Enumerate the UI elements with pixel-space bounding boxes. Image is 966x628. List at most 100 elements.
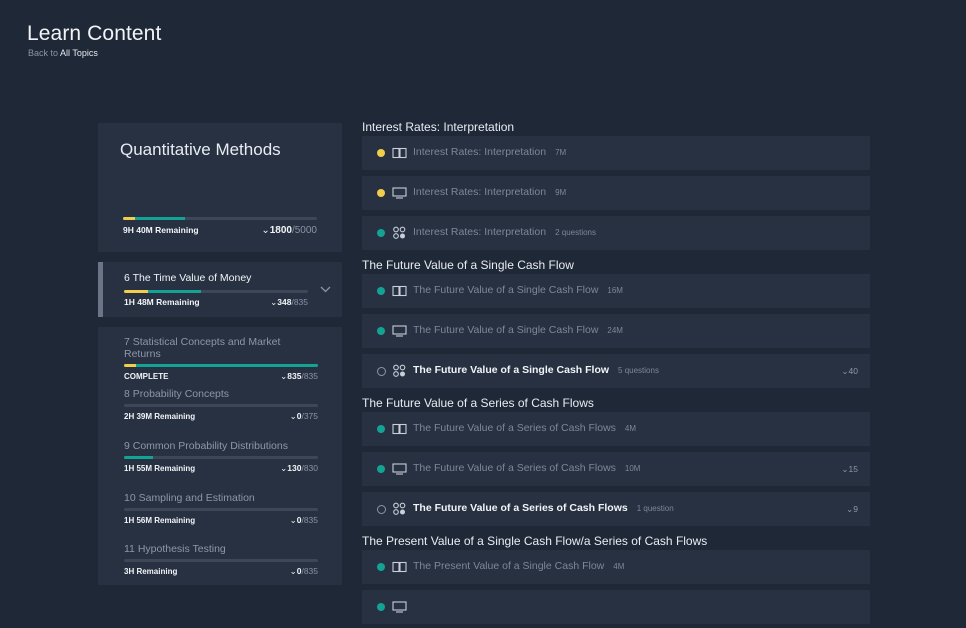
reading-item[interactable]: 8 Probability Concepts 2H 39M Remaining ⌄0… — [124, 388, 318, 422]
reading-item[interactable]: 11 Hypothesis Testing 3H Remaining ⌄0/835 — [124, 543, 318, 577]
reading-status: 1H 55M Remaining — [124, 464, 196, 473]
reading-score-total: /835 — [301, 371, 318, 381]
section: The Present Value of a Single Cash Flow/… — [362, 532, 870, 624]
lesson-row[interactable]: The Future Value of a Single Cash Flow 5 … — [362, 354, 870, 388]
lesson-name: Interest Rates: Interpretation — [413, 146, 547, 158]
score-icon: ⌄ — [289, 411, 297, 421]
reading-score-value: 130 — [287, 463, 302, 473]
reading-progress-bar — [124, 404, 318, 407]
quiz-icon — [393, 502, 406, 515]
breadcrumb: Back to All Topics — [28, 48, 161, 58]
course-title: Quantitative Methods — [120, 140, 281, 159]
reading-title: 10 Sampling and Estimation — [124, 492, 255, 504]
reading-item[interactable]: 7 Statistical Concepts and Market Return… — [124, 336, 318, 382]
lesson-title — [413, 600, 422, 612]
reading-list: 7 Statistical Concepts and Market Return… — [98, 327, 342, 585]
lesson-duration: 2 questions — [555, 228, 596, 237]
course-progress-bar — [123, 217, 317, 220]
active-reading-score-value: 348 — [277, 297, 292, 307]
lesson-duration: 16M — [607, 286, 623, 295]
lesson-row[interactable]: The Future Value of a Series of Cash Flo… — [362, 492, 870, 526]
progress-teal-segment — [135, 364, 318, 367]
section: The Future Value of a Series of Cash Flo… — [362, 394, 870, 526]
score-icon: ⌄ — [280, 371, 288, 381]
status-dot — [377, 189, 385, 197]
lesson-row[interactable]: The Present Value of a Single Cash Flow 4… — [362, 550, 870, 584]
quiz-icon — [393, 226, 406, 239]
lesson-name: The Future Value of a Series of Cash Flo… — [413, 422, 616, 434]
lesson-title: Interest Rates: Interpretation 7M — [413, 146, 566, 158]
section: Interest Rates: Interpretation Interest R… — [362, 118, 870, 250]
lesson-row[interactable]: The Future Value of a Single Cash Flow 16… — [362, 274, 870, 308]
score-icon: ⌄ — [289, 566, 297, 576]
score-icon: ⌄ — [289, 515, 297, 525]
reading-meta: 1H 56M Remaining ⌄0/835 — [124, 515, 318, 526]
active-indicator — [98, 262, 103, 317]
lesson-points: ⌄15 — [841, 464, 858, 475]
reading-score: ⌄0/835 — [290, 515, 318, 526]
active-reading-meta: 1H 48M Remaining ⌄348/835 — [124, 297, 308, 308]
lesson-duration: 4M — [613, 562, 625, 571]
reading-score: ⌄0/375 — [290, 411, 318, 422]
section-title: Interest Rates: Interpretation — [362, 120, 515, 134]
score-icon: ⌄ — [846, 504, 854, 514]
lesson-list: Interest Rates: Interpretation Interest R… — [362, 118, 870, 628]
score-icon: ⌄ — [280, 463, 288, 473]
book-icon — [392, 285, 407, 297]
reading-score-value: 0 — [296, 515, 302, 525]
active-reading-progress-bar — [124, 290, 308, 293]
lesson-title: Interest Rates: Interpretation 9M — [413, 186, 566, 198]
lesson-row[interactable]: The Future Value of a Series of Cash Flo… — [362, 412, 870, 446]
reading-meta: 2H 39M Remaining ⌄0/375 — [124, 411, 318, 422]
progress-teal-segment — [147, 290, 202, 293]
reading-meta: 3H Remaining ⌄0/835 — [124, 566, 318, 577]
status-dot — [377, 327, 385, 335]
reading-item[interactable]: 9 Common Probability Distributions 1H 55M… — [124, 440, 318, 474]
reading-status: 3H Remaining — [124, 567, 178, 576]
reading-status: COMPLETE — [124, 372, 169, 381]
section-title: The Future Value of a Single Cash Flow — [362, 258, 574, 272]
lesson-title: Interest Rates: Interpretation 2 question… — [413, 226, 596, 238]
progress-yellow-segment — [123, 217, 135, 220]
lesson-row[interactable]: Interest Rates: Interpretation 2 question… — [362, 216, 870, 250]
reading-score-total: /835 — [301, 566, 318, 576]
lesson-title: The Present Value of a Single Cash Flow 4… — [413, 560, 624, 572]
monitor-icon — [392, 463, 407, 475]
lesson-duration: 9M — [555, 188, 567, 197]
reading-progress-bar — [124, 364, 318, 367]
reading-progress-bar — [124, 559, 318, 562]
lesson-row[interactable]: Interest Rates: Interpretation 9M — [362, 176, 870, 210]
status-dot — [377, 287, 385, 295]
course-meta: 9H 40M Remaining ⌄1800/5000 — [123, 225, 317, 236]
lesson-title: The Future Value of a Series of Cash Flo… — [413, 462, 640, 474]
lesson-points: ⌄9 — [846, 504, 858, 515]
monitor-icon — [392, 325, 407, 337]
reading-item[interactable]: 10 Sampling and Estimation 1H 56M Remaini… — [124, 492, 318, 526]
active-reading[interactable]: 6 The Time Value of Money 1H 48M Remaini… — [98, 262, 342, 317]
section: The Future Value of a Single Cash Flow Th… — [362, 256, 870, 388]
lesson-title: The Future Value of a Single Cash Flow 16… — [413, 284, 623, 296]
all-topics-link[interactable]: All Topics — [60, 48, 98, 58]
status-dot — [377, 505, 386, 514]
lesson-name: The Future Value of a Single Cash Flow — [413, 364, 610, 376]
lesson-row[interactable] — [362, 590, 870, 624]
course-summary-card: Quantitative Methods 9H 40M Remaining ⌄1… — [98, 123, 342, 252]
lesson-row[interactable]: The Future Value of a Series of Cash Flo… — [362, 452, 870, 486]
reading-score: ⌄130/830 — [280, 463, 318, 474]
reading-score-value: 0 — [296, 411, 302, 421]
lesson-duration: 1 question — [636, 504, 674, 513]
reading-title: 7 Statistical Concepts and Market Return… — [124, 336, 281, 360]
chevron-down-icon[interactable] — [320, 284, 331, 296]
book-icon — [392, 147, 407, 159]
lesson-points-value: 9 — [853, 504, 858, 514]
status-dot — [377, 425, 385, 433]
lesson-row[interactable]: The Future Value of a Single Cash Flow 24… — [362, 314, 870, 348]
status-dot — [377, 563, 385, 571]
lesson-duration: 7M — [555, 148, 567, 157]
reading-title: 8 Probability Concepts — [124, 388, 230, 400]
reading-title: 11 Hypothesis Testing — [124, 543, 226, 555]
lesson-title: The Future Value of a Series of Cash Flo… — [413, 422, 636, 434]
lesson-name: The Future Value of a Series of Cash Flo… — [413, 502, 628, 514]
lesson-row[interactable]: Interest Rates: Interpretation 7M — [362, 136, 870, 170]
active-reading-score: ⌄348/835 — [270, 297, 308, 308]
